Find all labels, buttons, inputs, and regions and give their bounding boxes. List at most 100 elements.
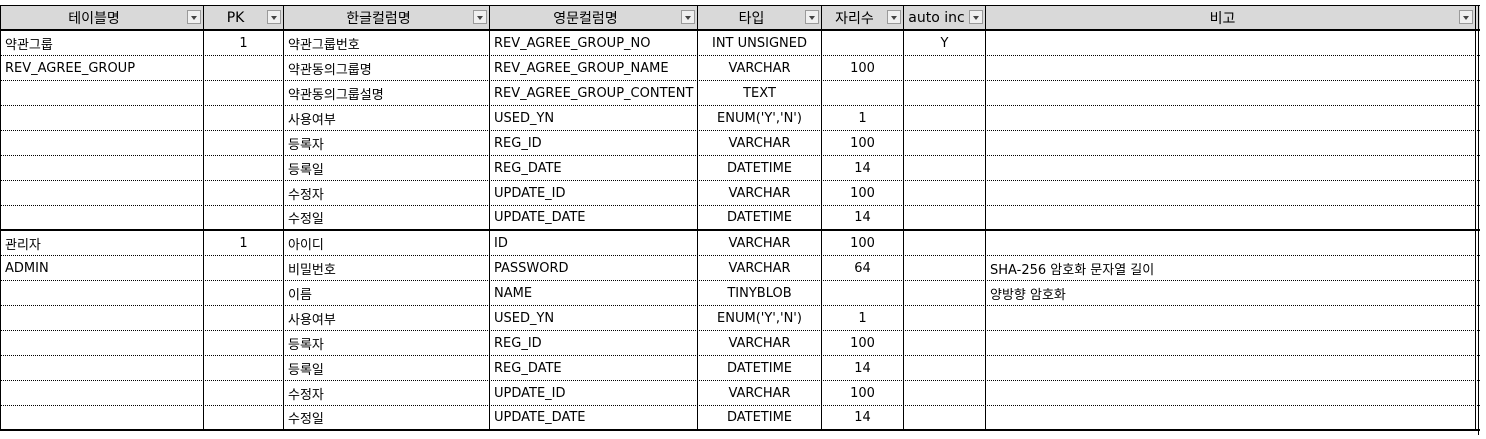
cell-auto-increment[interactable]	[904, 56, 986, 80]
cell-pk[interactable]	[204, 106, 284, 130]
filter-dropdown-icon[interactable]	[473, 10, 487, 24]
cell-pk[interactable]: 1	[204, 31, 284, 55]
cell-korean-name[interactable]: 약관동의그룹설명	[284, 81, 490, 105]
cell-length[interactable]	[822, 281, 904, 305]
cell-type[interactable]: VARCHAR	[698, 381, 822, 405]
header-col-korean-name[interactable]: 한글컬럼명	[284, 6, 490, 29]
cell-auto-increment[interactable]	[904, 356, 986, 380]
cell-table-name[interactable]	[0, 181, 204, 205]
cell-korean-name[interactable]: 등록일	[284, 156, 490, 180]
cell-english-name[interactable]: NAME	[490, 281, 698, 305]
cell-auto-increment[interactable]	[904, 206, 986, 229]
cell-auto-increment[interactable]	[904, 156, 986, 180]
cell-pk[interactable]	[204, 306, 284, 330]
cell-table-name[interactable]: 관리자	[0, 231, 204, 255]
cell-table-name[interactable]	[0, 356, 204, 380]
cell-auto-increment[interactable]	[904, 256, 986, 280]
cell-english-name[interactable]: PASSWORD	[490, 256, 698, 280]
cell-note[interactable]	[986, 131, 1476, 155]
cell-pk[interactable]	[204, 381, 284, 405]
cell-english-name[interactable]: REG_ID	[490, 331, 698, 355]
cell-note[interactable]	[986, 156, 1476, 180]
header-col-length[interactable]: 자리수	[822, 6, 904, 29]
cell-pk[interactable]	[204, 331, 284, 355]
filter-dropdown-icon[interactable]	[681, 10, 695, 24]
cell-note[interactable]	[986, 56, 1476, 80]
cell-note[interactable]: 양방향 암호화	[986, 281, 1476, 305]
cell-table-name[interactable]	[0, 281, 204, 305]
cell-note[interactable]	[986, 331, 1476, 355]
cell-table-name[interactable]: REV_AGREE_GROUP	[0, 56, 204, 80]
cell-auto-increment[interactable]	[904, 381, 986, 405]
cell-type[interactable]: VARCHAR	[698, 181, 822, 205]
cell-length[interactable]: 14	[822, 406, 904, 429]
cell-length[interactable]: 14	[822, 356, 904, 380]
cell-length[interactable]: 64	[822, 256, 904, 280]
cell-table-name[interactable]	[0, 81, 204, 105]
cell-pk[interactable]	[204, 281, 284, 305]
cell-length[interactable]: 14	[822, 156, 904, 180]
filter-dropdown-icon[interactable]	[887, 10, 901, 24]
cell-length[interactable]: 1	[822, 306, 904, 330]
filter-dropdown-icon[interactable]	[1459, 10, 1473, 24]
cell-pk[interactable]	[204, 256, 284, 280]
cell-auto-increment[interactable]	[904, 81, 986, 105]
cell-korean-name[interactable]: 수정자	[284, 181, 490, 205]
cell-note[interactable]	[986, 406, 1476, 429]
cell-korean-name[interactable]: 사용여부	[284, 106, 490, 130]
cell-auto-increment[interactable]: Y	[904, 31, 986, 55]
cell-type[interactable]: DATETIME	[698, 356, 822, 380]
cell-length[interactable]: 100	[822, 331, 904, 355]
filter-dropdown-icon[interactable]	[805, 10, 819, 24]
cell-type[interactable]: ENUM('Y','N')	[698, 306, 822, 330]
cell-pk[interactable]	[204, 406, 284, 429]
cell-pk[interactable]	[204, 156, 284, 180]
cell-table-name[interactable]	[0, 406, 204, 429]
cell-note[interactable]: SHA-256 암호화 문자열 길이	[986, 256, 1476, 280]
cell-auto-increment[interactable]	[904, 281, 986, 305]
cell-pk[interactable]	[204, 356, 284, 380]
cell-note[interactable]	[986, 206, 1476, 229]
cell-type[interactable]: DATETIME	[698, 406, 822, 429]
filter-dropdown-icon[interactable]	[267, 10, 281, 24]
cell-table-name[interactable]	[0, 331, 204, 355]
cell-auto-increment[interactable]	[904, 306, 986, 330]
header-col-type[interactable]: 타입	[698, 6, 822, 29]
cell-pk[interactable]	[204, 206, 284, 229]
cell-length[interactable]: 14	[822, 206, 904, 229]
cell-length[interactable]: 100	[822, 131, 904, 155]
cell-length[interactable]: 100	[822, 181, 904, 205]
cell-type[interactable]: TINYBLOB	[698, 281, 822, 305]
cell-korean-name[interactable]: 수정자	[284, 381, 490, 405]
cell-length[interactable]: 100	[822, 56, 904, 80]
cell-auto-increment[interactable]	[904, 106, 986, 130]
header-col-table-name[interactable]: 테이블명	[0, 6, 204, 29]
cell-type[interactable]: VARCHAR	[698, 231, 822, 255]
cell-auto-increment[interactable]	[904, 331, 986, 355]
header-col-pk[interactable]: PK	[204, 6, 284, 29]
cell-table-name[interactable]	[0, 106, 204, 130]
cell-korean-name[interactable]: 등록자	[284, 131, 490, 155]
cell-english-name[interactable]: USED_YN	[490, 106, 698, 130]
cell-auto-increment[interactable]	[904, 406, 986, 429]
cell-table-name[interactable]	[0, 206, 204, 229]
cell-type[interactable]: ENUM('Y','N')	[698, 106, 822, 130]
cell-type[interactable]: VARCHAR	[698, 56, 822, 80]
cell-note[interactable]	[986, 31, 1476, 55]
cell-note[interactable]	[986, 181, 1476, 205]
cell-table-name[interactable]	[0, 131, 204, 155]
cell-english-name[interactable]: USED_YN	[490, 306, 698, 330]
cell-pk[interactable]	[204, 56, 284, 80]
cell-pk[interactable]	[204, 181, 284, 205]
cell-korean-name[interactable]: 약관그룹번호	[284, 31, 490, 55]
cell-korean-name[interactable]: 등록일	[284, 356, 490, 380]
cell-type[interactable]: TEXT	[698, 81, 822, 105]
cell-pk[interactable]	[204, 81, 284, 105]
cell-type[interactable]: DATETIME	[698, 156, 822, 180]
cell-table-name[interactable]: 약관그룹	[0, 31, 204, 55]
cell-english-name[interactable]: UPDATE_DATE	[490, 406, 698, 429]
cell-english-name[interactable]: REV_AGREE_GROUP_NAME	[490, 56, 698, 80]
cell-korean-name[interactable]: 등록자	[284, 331, 490, 355]
cell-english-name[interactable]: REV_AGREE_GROUP_NO	[490, 31, 698, 55]
cell-length[interactable]: 1	[822, 106, 904, 130]
